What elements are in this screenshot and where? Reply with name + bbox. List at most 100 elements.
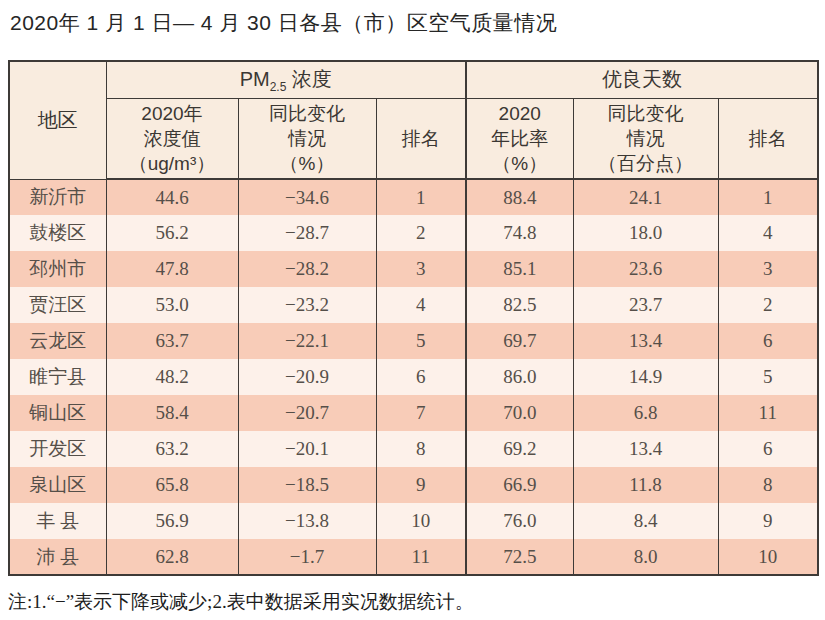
table-row: 新沂市 44.6 −34.6 1 88.4 24.1 1: [9, 179, 818, 215]
pm-change-cell: −28.2: [238, 251, 376, 287]
pm-rank-cell: 4: [376, 287, 466, 323]
region-cell: 邳州市: [9, 251, 106, 287]
good-rate-cell: 72.5: [466, 539, 573, 575]
region-cell: 云龙区: [9, 323, 106, 359]
table-row: 泉山区 65.8 −18.5 9 66.9 11.8 8: [9, 467, 818, 503]
region-cell: 铜山区: [9, 395, 106, 431]
table-row: 邳州市 47.8 −28.2 3 85.1 23.6 3: [9, 251, 818, 287]
region-cell: 睢宁县: [9, 359, 106, 395]
region-cell: 丰 县: [9, 503, 106, 539]
table-row: 鼓楼区 56.2 −28.7 2 74.8 18.0 4: [9, 215, 818, 251]
region-cell: 贾汪区: [9, 287, 106, 323]
region-cell: 开发区: [9, 431, 106, 467]
region-cell: 鼓楼区: [9, 215, 106, 251]
pm-rank-cell: 8: [376, 431, 466, 467]
pm-rank-cell: 10: [376, 503, 466, 539]
pm-change-cell: −20.9: [238, 359, 376, 395]
pm-rank-cell: 6: [376, 359, 466, 395]
good-rank-cell: 3: [718, 251, 818, 287]
pm-change-cell: −20.7: [238, 395, 376, 431]
good-rank-cell: 10: [718, 539, 818, 575]
pm-value-cell: 56.9: [106, 503, 238, 539]
good-change-cell: 6.8: [573, 395, 718, 431]
good-change-cell: 24.1: [573, 179, 718, 215]
header-group-good-days: 优良天数: [466, 61, 818, 98]
good-rank-cell: 8: [718, 467, 818, 503]
good-rate-cell: 85.1: [466, 251, 573, 287]
pm-value-cell: 65.8: [106, 467, 238, 503]
header-good-rank: 排名: [718, 98, 818, 179]
header-pm-change: 同比变化 情况 （%）: [238, 98, 376, 179]
region-cell: 沛 县: [9, 539, 106, 575]
good-rate-cell: 66.9: [466, 467, 573, 503]
good-rank-cell: 6: [718, 431, 818, 467]
table-row: 贾汪区 53.0 −23.2 4 82.5 23.7 2: [9, 287, 818, 323]
region-cell: 新沂市: [9, 179, 106, 215]
table-body: 新沂市 44.6 −34.6 1 88.4 24.1 1 鼓楼区 56.2 −2…: [9, 179, 818, 575]
good-rank-cell: 9: [718, 503, 818, 539]
table-row: 铜山区 58.4 −20.7 7 70.0 6.8 11: [9, 395, 818, 431]
table-row: 开发区 63.2 −20.1 8 69.2 13.4 6: [9, 431, 818, 467]
region-cell: 泉山区: [9, 467, 106, 503]
pm-change-cell: −34.6: [238, 179, 376, 215]
table-header: 地区 PM2.5 浓度 优良天数 2020年 浓度值 （ug/m³） 同比变化 …: [9, 61, 818, 179]
pm-value-cell: 62.8: [106, 539, 238, 575]
header-good-change: 同比变化 情况 （百分点）: [573, 98, 718, 179]
header-pm-value: 2020年 浓度值 （ug/m³）: [106, 98, 238, 179]
pm-value-cell: 48.2: [106, 359, 238, 395]
header-group-pm25: PM2.5 浓度: [106, 61, 466, 98]
header-region: 地区: [9, 61, 106, 179]
pm-change-cell: −22.1: [238, 323, 376, 359]
pm-rank-cell: 2: [376, 215, 466, 251]
good-rank-cell: 6: [718, 323, 818, 359]
pm-rank-cell: 1: [376, 179, 466, 215]
good-rate-cell: 88.4: [466, 179, 573, 215]
good-change-cell: 14.9: [573, 359, 718, 395]
good-change-cell: 23.6: [573, 251, 718, 287]
pm-value-cell: 53.0: [106, 287, 238, 323]
good-change-cell: 18.0: [573, 215, 718, 251]
pm-rank-cell: 5: [376, 323, 466, 359]
pm-change-cell: −13.8: [238, 503, 376, 539]
pm-value-cell: 63.7: [106, 323, 238, 359]
pm-rank-cell: 3: [376, 251, 466, 287]
good-rate-cell: 69.7: [466, 323, 573, 359]
pm-change-cell: −1.7: [238, 539, 376, 575]
good-rank-cell: 2: [718, 287, 818, 323]
good-rate-cell: 86.0: [466, 359, 573, 395]
pm-change-cell: −23.2: [238, 287, 376, 323]
pm-change-cell: −18.5: [238, 467, 376, 503]
table-row: 沛 县 62.8 −1.7 11 72.5 8.0 10: [9, 539, 818, 575]
pm25-label-suffix: 浓度: [286, 68, 332, 90]
good-change-cell: 23.7: [573, 287, 718, 323]
pm-value-cell: 56.2: [106, 215, 238, 251]
good-rate-cell: 70.0: [466, 395, 573, 431]
pm-value-cell: 47.8: [106, 251, 238, 287]
good-rank-cell: 4: [718, 215, 818, 251]
pm-change-cell: −28.7: [238, 215, 376, 251]
good-rank-cell: 5: [718, 359, 818, 395]
header-good-rate: 2020 年比率 （%）: [466, 98, 573, 179]
good-rate-cell: 69.2: [466, 431, 573, 467]
pm-value-cell: 58.4: [106, 395, 238, 431]
good-change-cell: 13.4: [573, 323, 718, 359]
pm-change-cell: −20.1: [238, 431, 376, 467]
good-change-cell: 11.8: [573, 467, 718, 503]
header-sub-row: 2020年 浓度值 （ug/m³） 同比变化 情况 （%） 排名 2020 年比…: [9, 98, 818, 179]
good-change-cell: 13.4: [573, 431, 718, 467]
pm-rank-cell: 9: [376, 467, 466, 503]
header-pm-rank: 排名: [376, 98, 466, 179]
table-row: 云龙区 63.7 −22.1 5 69.7 13.4 6: [9, 323, 818, 359]
pm-rank-cell: 7: [376, 395, 466, 431]
good-rank-cell: 11: [718, 395, 818, 431]
good-rate-cell: 82.5: [466, 287, 573, 323]
good-change-cell: 8.4: [573, 503, 718, 539]
pm-value-cell: 63.2: [106, 431, 238, 467]
good-rate-cell: 74.8: [466, 215, 573, 251]
good-rank-cell: 1: [718, 179, 818, 215]
table-row: 丰 县 56.9 −13.8 10 76.0 8.4 9: [9, 503, 818, 539]
header-group-row: 地区 PM2.5 浓度 优良天数: [9, 61, 818, 98]
pm-rank-cell: 11: [376, 539, 466, 575]
good-rate-cell: 76.0: [466, 503, 573, 539]
air-quality-table: 地区 PM2.5 浓度 优良天数 2020年 浓度值 （ug/m³） 同比变化 …: [8, 60, 819, 576]
